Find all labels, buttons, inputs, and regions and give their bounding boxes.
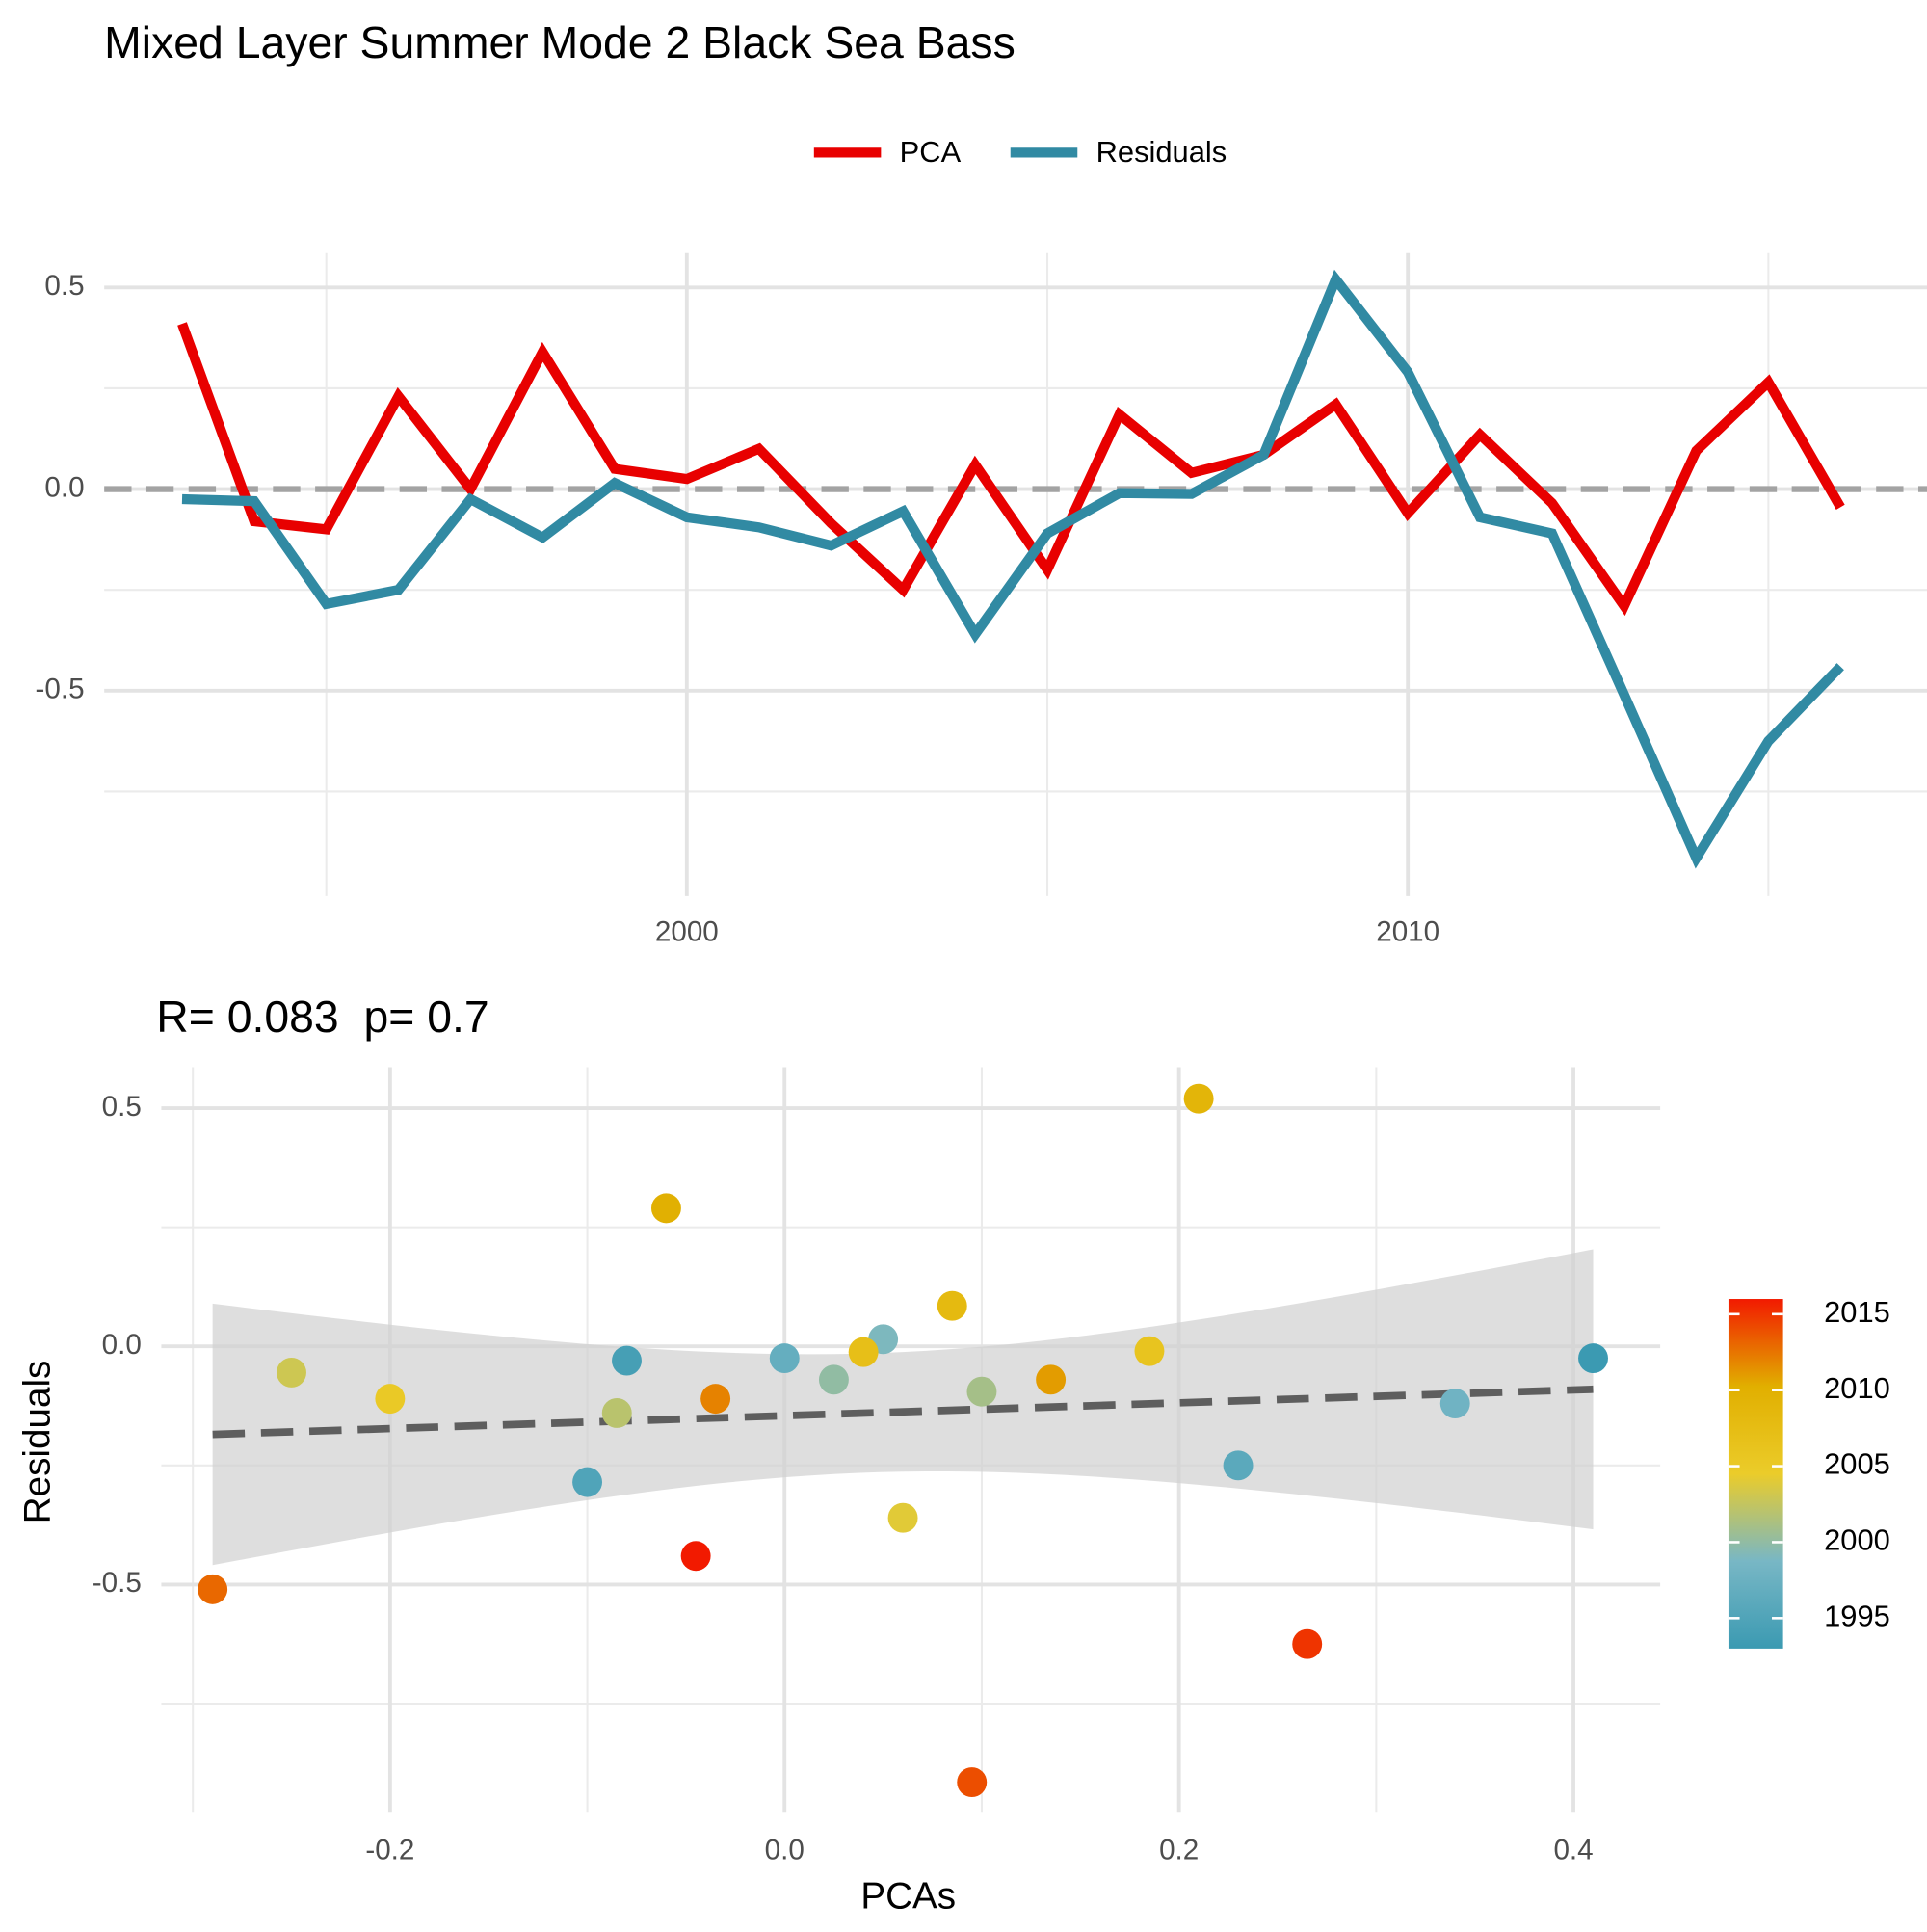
colorbar-label: 2015 bbox=[1824, 1295, 1890, 1329]
x-tick-label: 0.2 bbox=[1159, 1834, 1199, 1866]
colorbar bbox=[1728, 1299, 1783, 1649]
colorbar-label: 2010 bbox=[1824, 1371, 1890, 1405]
point bbox=[966, 1376, 997, 1407]
point bbox=[1223, 1450, 1254, 1481]
x-tick-label: -0.2 bbox=[365, 1834, 414, 1866]
point bbox=[1134, 1336, 1165, 1366]
point bbox=[277, 1357, 306, 1388]
legend-label: Residuals bbox=[1096, 135, 1227, 169]
y-tick-label: 0.5 bbox=[44, 270, 84, 302]
confidence-band bbox=[212, 1249, 1594, 1566]
point bbox=[818, 1364, 849, 1395]
chart-title: R= 0.083 p= 0.7 bbox=[156, 992, 488, 1042]
x-axis-title: PCAs bbox=[860, 1876, 956, 1918]
point bbox=[1578, 1343, 1608, 1374]
x-tick-label: 2010 bbox=[1376, 915, 1439, 947]
colorbar-label: 2005 bbox=[1824, 1447, 1890, 1481]
line-series bbox=[181, 269, 1844, 869]
point bbox=[198, 1574, 228, 1604]
y-tick-label: -0.5 bbox=[92, 1567, 142, 1599]
x-tick-label: 0.0 bbox=[765, 1834, 805, 1866]
y-tick-label: 0.0 bbox=[44, 471, 84, 503]
point bbox=[887, 1502, 918, 1533]
y-tick-label: 0.0 bbox=[102, 1329, 142, 1361]
trend-line bbox=[212, 1385, 1594, 1439]
point bbox=[650, 1193, 681, 1224]
point bbox=[1292, 1628, 1323, 1659]
point bbox=[572, 1467, 603, 1497]
chart-title: Mixed Layer Summer Mode 2 Black Sea Bass bbox=[104, 17, 1016, 67]
legend-label: PCA bbox=[900, 135, 962, 169]
x-tick-label: 0.4 bbox=[1553, 1834, 1593, 1866]
point bbox=[1183, 1083, 1214, 1114]
y-axis-title: Residuals bbox=[16, 1361, 58, 1524]
point bbox=[612, 1345, 642, 1376]
x-tick-label: 2000 bbox=[655, 915, 719, 947]
point bbox=[769, 1343, 800, 1374]
line-series bbox=[177, 322, 1845, 617]
point bbox=[937, 1290, 967, 1321]
y-tick-label: -0.5 bbox=[36, 674, 85, 705]
point bbox=[601, 1397, 632, 1428]
colorbar-label: 2000 bbox=[1824, 1523, 1890, 1557]
point bbox=[680, 1541, 711, 1572]
point bbox=[848, 1337, 879, 1367]
y-tick-label: 0.5 bbox=[102, 1091, 142, 1123]
point bbox=[700, 1384, 731, 1415]
point bbox=[375, 1384, 406, 1415]
point bbox=[1439, 1389, 1470, 1419]
point bbox=[957, 1767, 988, 1798]
point bbox=[1036, 1364, 1067, 1395]
colorbar-label: 1995 bbox=[1824, 1599, 1890, 1632]
